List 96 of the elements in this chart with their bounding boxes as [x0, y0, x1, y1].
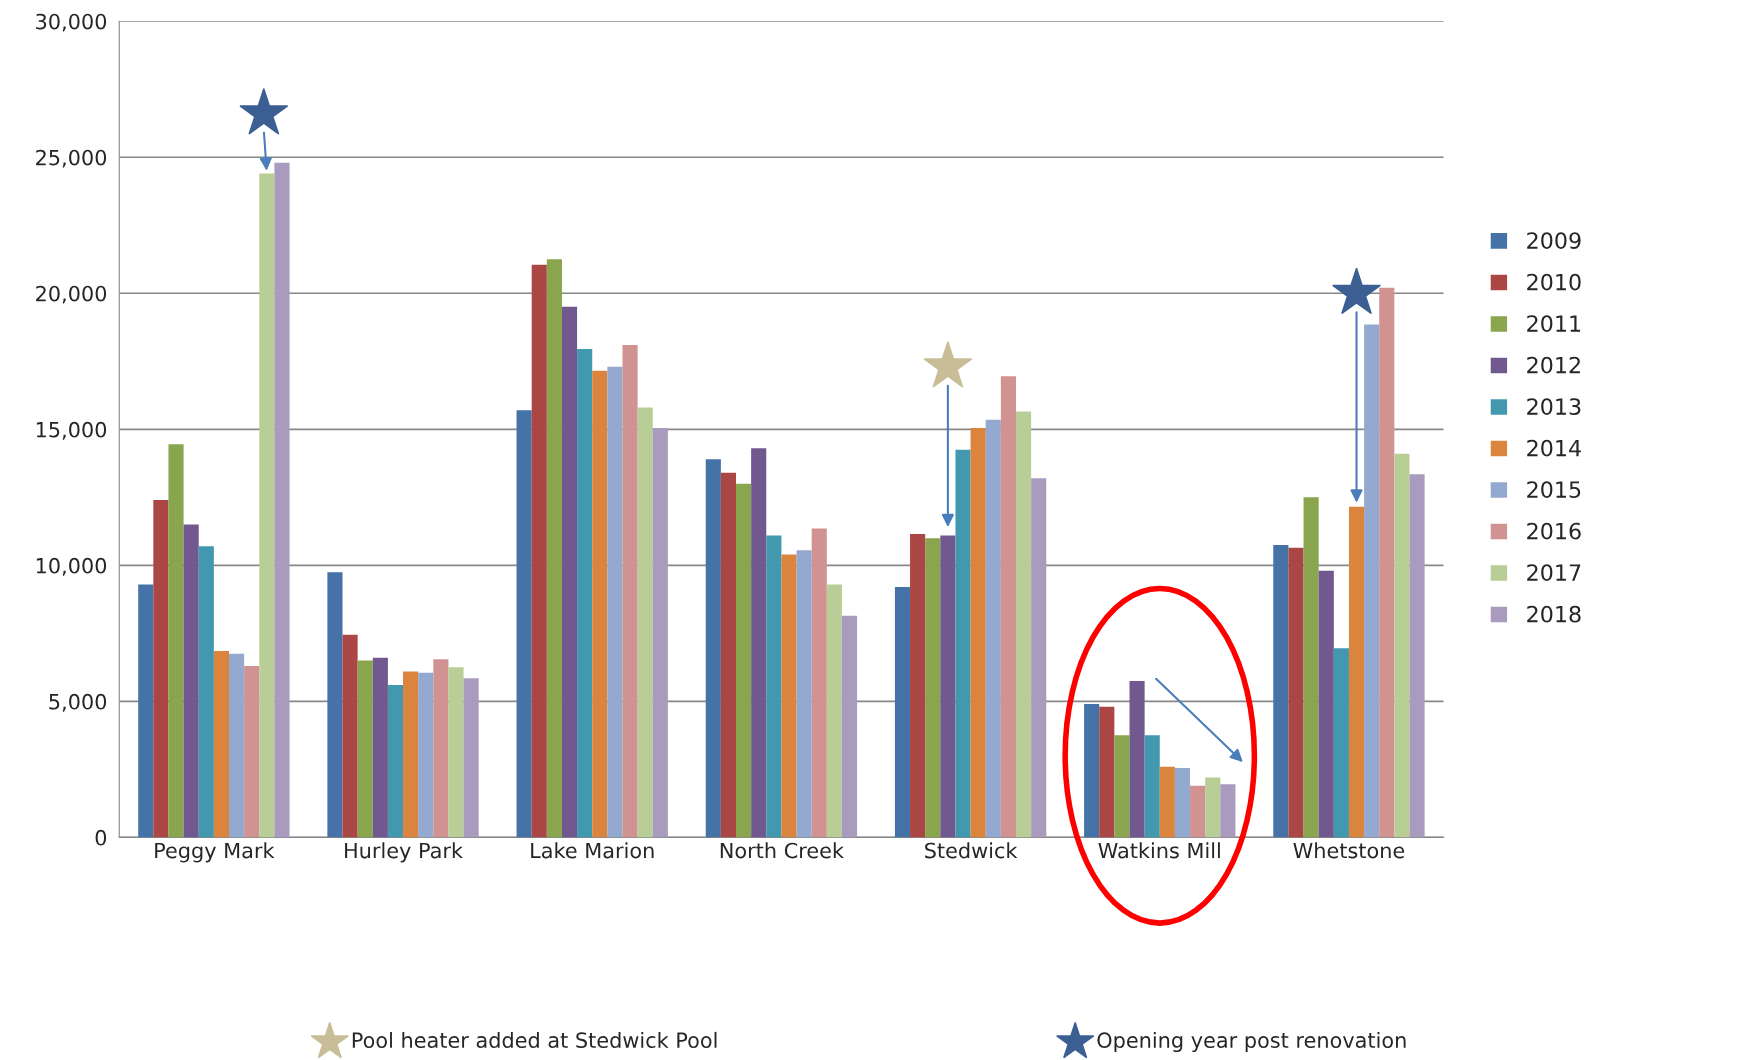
bar	[592, 370, 608, 838]
bar	[1031, 478, 1047, 838]
x-tick-label: Hurley Park	[345, 842, 463, 863]
text: Opening year post renovation	[1097, 1031, 1406, 1053]
bar	[811, 528, 827, 838]
bar	[796, 550, 812, 838]
bar	[940, 535, 956, 838]
bar	[1144, 735, 1160, 838]
bar	[1348, 506, 1365, 838]
bar	[213, 651, 229, 838]
legend-label: 2012	[1527, 356, 1580, 374]
bar	[1015, 411, 1032, 838]
bar	[546, 259, 562, 838]
bar	[736, 483, 752, 838]
bar	[1318, 570, 1334, 838]
bar	[1099, 706, 1115, 838]
x-tick-label: North Creek	[720, 842, 844, 859]
x-tick-label: Stedwick	[925, 842, 1018, 859]
bar	[531, 264, 547, 838]
bar	[652, 427, 668, 838]
legend-label: 2016	[1527, 522, 1581, 540]
legend-label: 2018	[1527, 605, 1581, 623]
bar	[1394, 453, 1410, 838]
bar	[1129, 680, 1145, 838]
bar	[1159, 766, 1175, 838]
bar	[622, 344, 638, 838]
bar	[342, 634, 358, 838]
bar	[448, 667, 464, 838]
legend-label: 2010	[1527, 273, 1581, 291]
bar	[463, 678, 479, 838]
legend-label: 2013	[1527, 398, 1581, 415]
bar	[327, 572, 343, 838]
legend-label: 2011	[1527, 315, 1581, 332]
y-tick-label: 15,000	[36, 421, 107, 440]
y-tick-label: 10,000	[36, 557, 107, 576]
bar	[1273, 544, 1289, 838]
bar	[198, 546, 214, 838]
bar	[637, 407, 653, 838]
y-tick-label: 25,000	[36, 149, 107, 168]
bar	[433, 659, 449, 838]
bar	[1084, 704, 1100, 838]
bar	[274, 162, 290, 838]
bar	[970, 427, 986, 838]
bar	[955, 449, 971, 838]
text: Pool heater added at Stedwick Pool	[352, 1031, 717, 1049]
bar	[1333, 648, 1349, 838]
bar	[229, 653, 245, 838]
bar	[138, 584, 154, 838]
legend-label: 2009	[1527, 232, 1581, 249]
bar	[357, 660, 373, 838]
bar	[516, 410, 532, 838]
bar	[841, 615, 858, 838]
bar	[259, 173, 275, 838]
bar	[1364, 324, 1380, 838]
bar	[1205, 777, 1221, 838]
legend-label: 2015	[1527, 481, 1581, 499]
bar	[577, 349, 593, 838]
bar	[403, 671, 419, 838]
bar	[1288, 547, 1304, 838]
bar	[561, 306, 578, 838]
bar	[1174, 768, 1191, 838]
bar	[751, 448, 767, 838]
y-tick-label: 0	[95, 829, 107, 846]
bar	[1114, 735, 1130, 838]
bar	[387, 685, 404, 838]
y-tick-label: 30,000	[36, 13, 107, 32]
y-tick-label: 5,000	[49, 693, 107, 712]
bar	[925, 538, 941, 838]
legend-label: 2014	[1527, 439, 1581, 457]
x-tick-label: Watkins Mill	[1098, 842, 1220, 859]
bar	[781, 554, 797, 838]
bar	[985, 419, 1001, 838]
bar	[168, 444, 184, 838]
x-tick-label: Whetstone	[1293, 842, 1405, 859]
bar	[607, 366, 623, 838]
x-tick-label: Lake Marion	[531, 842, 654, 859]
bar	[894, 587, 911, 838]
bar	[1379, 287, 1395, 838]
bar	[910, 534, 926, 838]
legend-label: 2017	[1527, 564, 1581, 582]
bar	[183, 524, 199, 838]
bar	[766, 535, 782, 838]
bar	[1409, 474, 1425, 838]
bar	[1220, 784, 1236, 838]
bar	[153, 500, 169, 838]
bar	[1000, 376, 1016, 838]
x-tick-label: Peggy Mark	[155, 842, 275, 863]
bar	[244, 666, 260, 838]
bar	[705, 459, 721, 838]
bar	[826, 584, 842, 838]
bar	[1303, 497, 1319, 838]
bar	[372, 657, 388, 838]
y-tick-label: 20,000	[36, 285, 107, 304]
bar	[418, 672, 434, 838]
bar	[720, 472, 736, 838]
bar	[1190, 785, 1206, 838]
